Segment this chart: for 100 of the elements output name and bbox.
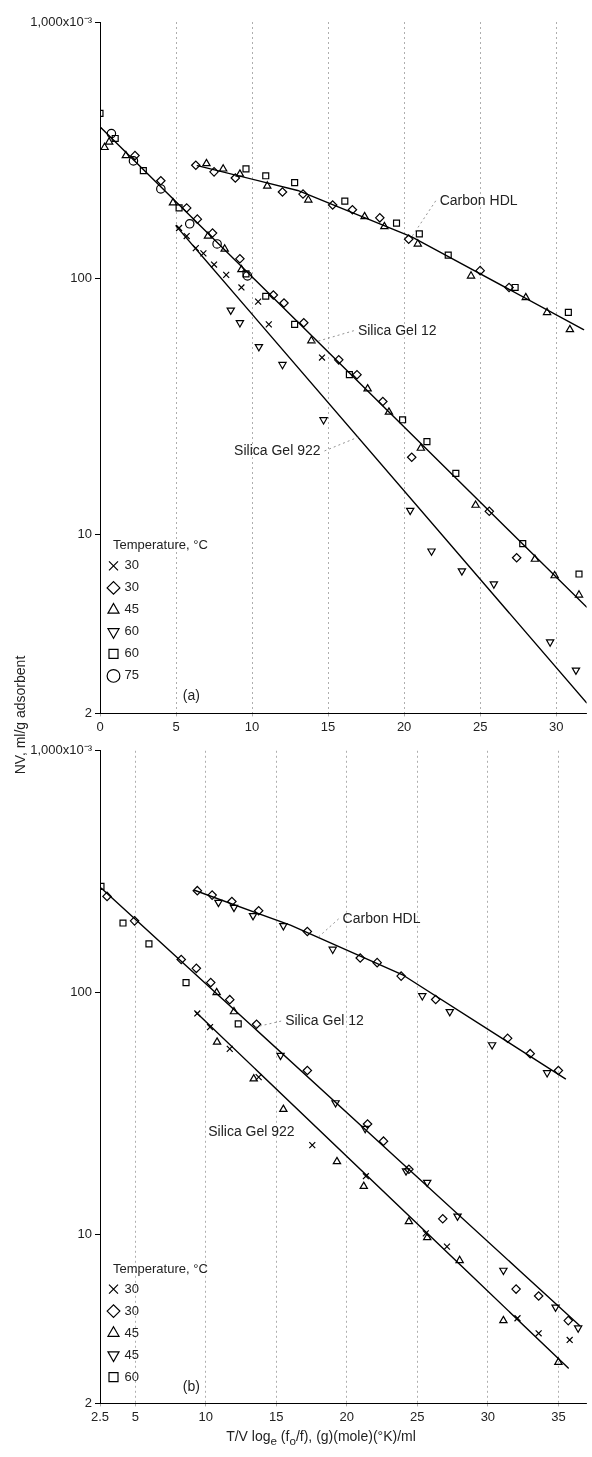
x-tick-label: 30: [548, 718, 564, 734]
point: [573, 1325, 583, 1333]
point: [443, 1243, 451, 1251]
point: [212, 1037, 222, 1045]
point: [553, 1065, 564, 1076]
point: [511, 1284, 521, 1294]
point: [511, 283, 519, 292]
point: [328, 946, 337, 955]
legend-title: Temperature, °C: [113, 536, 208, 555]
y-tick-label: 100: [70, 269, 92, 285]
point: [455, 1255, 464, 1264]
legend-label: 60: [124, 623, 139, 639]
point: [176, 954, 187, 965]
point: [542, 307, 552, 316]
point: [212, 987, 221, 996]
point: [511, 552, 522, 563]
point: [184, 219, 195, 229]
point: [484, 506, 495, 517]
point: [347, 204, 358, 215]
point: [102, 891, 112, 902]
point: [222, 271, 230, 279]
point: [156, 175, 166, 186]
y-tick-label: 100: [70, 984, 92, 1000]
point: [248, 912, 258, 921]
point: [209, 167, 219, 177]
point: [203, 231, 213, 239]
x-tick-label: 5: [131, 1408, 139, 1424]
annotation: Carbon HDL: [342, 909, 421, 926]
point: [210, 261, 218, 269]
point: [430, 994, 441, 1005]
point: [345, 371, 353, 379]
point: [444, 251, 452, 259]
legend-label: 30: [124, 1302, 139, 1318]
point: [298, 317, 309, 328]
point: [139, 167, 147, 175]
point: [571, 667, 581, 675]
point: [249, 1074, 258, 1082]
point: [128, 156, 139, 166]
legend-label: 60: [124, 645, 139, 661]
point: [332, 1156, 342, 1165]
legend-label: 30: [124, 1280, 139, 1296]
point: [183, 232, 191, 240]
point: [234, 1020, 242, 1028]
x-tick-label: 35: [551, 1408, 566, 1424]
point: [106, 128, 117, 139]
point: [207, 228, 218, 238]
point: [291, 179, 299, 187]
point: [214, 899, 223, 908]
annotation: Carbon HDL: [439, 191, 518, 208]
point: [145, 940, 153, 948]
point: [318, 353, 326, 362]
point: [226, 1045, 234, 1053]
point: [268, 290, 279, 300]
point: [499, 1315, 508, 1324]
point: [566, 1336, 574, 1344]
point: [445, 1008, 455, 1017]
point: [119, 919, 127, 927]
point: [399, 416, 407, 424]
annotation: (b): [182, 1377, 200, 1394]
point: [229, 904, 239, 913]
point: [255, 1073, 263, 1081]
point: [227, 896, 237, 907]
point: [551, 1304, 560, 1312]
point: [437, 1214, 448, 1224]
x-axis-title: T/V log$_{e}$ (f$_{o}$/f), (g)(mole)(°K)/ml: [225, 1428, 417, 1447]
point: [422, 1232, 432, 1241]
point: [521, 292, 531, 301]
point: [191, 160, 201, 171]
point: [229, 1006, 239, 1015]
annotation: (a): [182, 686, 200, 703]
point: [466, 271, 476, 279]
point: [542, 1070, 552, 1078]
y-tick-label: 1,000x10⁻³: [30, 13, 93, 29]
point: [279, 1104, 288, 1113]
x-tick-label: 15: [269, 1408, 284, 1424]
point: [291, 320, 299, 328]
point: [302, 926, 313, 937]
point: [413, 239, 423, 247]
point: [279, 923, 288, 931]
x-tick-label: 10: [198, 1408, 214, 1424]
x-tick-label: 25: [472, 718, 488, 734]
point: [308, 1141, 316, 1149]
legend-label: 75: [124, 667, 139, 683]
point: [360, 211, 369, 220]
point: [457, 568, 467, 576]
point: [205, 977, 216, 988]
point: [251, 1019, 262, 1030]
point: [237, 264, 246, 273]
point: [530, 554, 540, 562]
point: [230, 173, 241, 183]
point: [396, 971, 406, 981]
point: [235, 169, 245, 177]
point: [278, 361, 287, 370]
point: [504, 282, 514, 293]
point: [130, 150, 140, 161]
point: [359, 1181, 368, 1190]
legend-title: Temperature, °C: [113, 1259, 208, 1278]
point: [416, 443, 426, 451]
point: [453, 1213, 462, 1221]
point: [307, 335, 316, 344]
